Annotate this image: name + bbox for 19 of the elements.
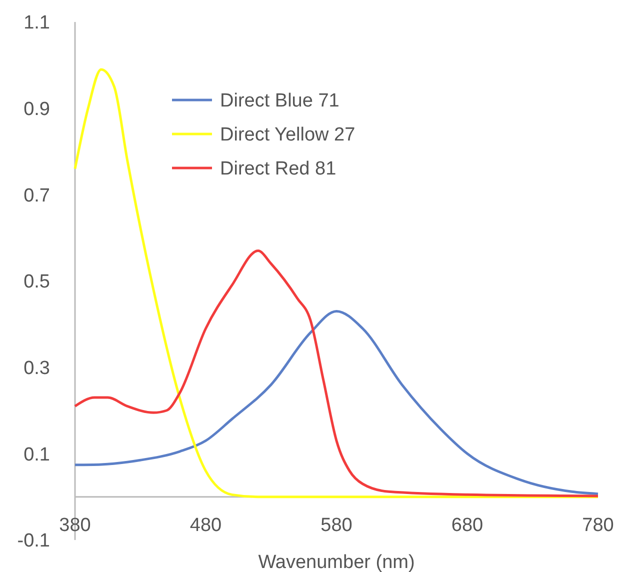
- y-tick-label: 0.5: [24, 272, 50, 293]
- x-tick-label: 480: [190, 514, 222, 536]
- y-tick-label: 0.7: [24, 185, 50, 206]
- line-series: [74, 250, 600, 498]
- x-tick-label: 780: [582, 514, 614, 536]
- y-tick-label: 1.1: [24, 12, 50, 34]
- x-tick-label: 380: [59, 514, 91, 536]
- y-tick-label: 0.1: [24, 444, 50, 466]
- legend-label: Direct Yellow 27: [220, 124, 356, 146]
- y-tick-label: -0.1: [17, 530, 50, 552]
- legend-label: Direct Red 81: [220, 158, 336, 180]
- line-series: [74, 68, 600, 498]
- line-series: [74, 310, 600, 496]
- x-axis-title: Wavenumber (nm): [258, 552, 415, 572]
- y-tick-label: 0.3: [24, 358, 50, 379]
- x-tick-label: 680: [451, 514, 484, 536]
- y-tick-label: 0.9: [24, 98, 50, 120]
- x-tick-label: 580: [320, 514, 352, 536]
- legend-label: Direct Blue 71: [220, 90, 340, 112]
